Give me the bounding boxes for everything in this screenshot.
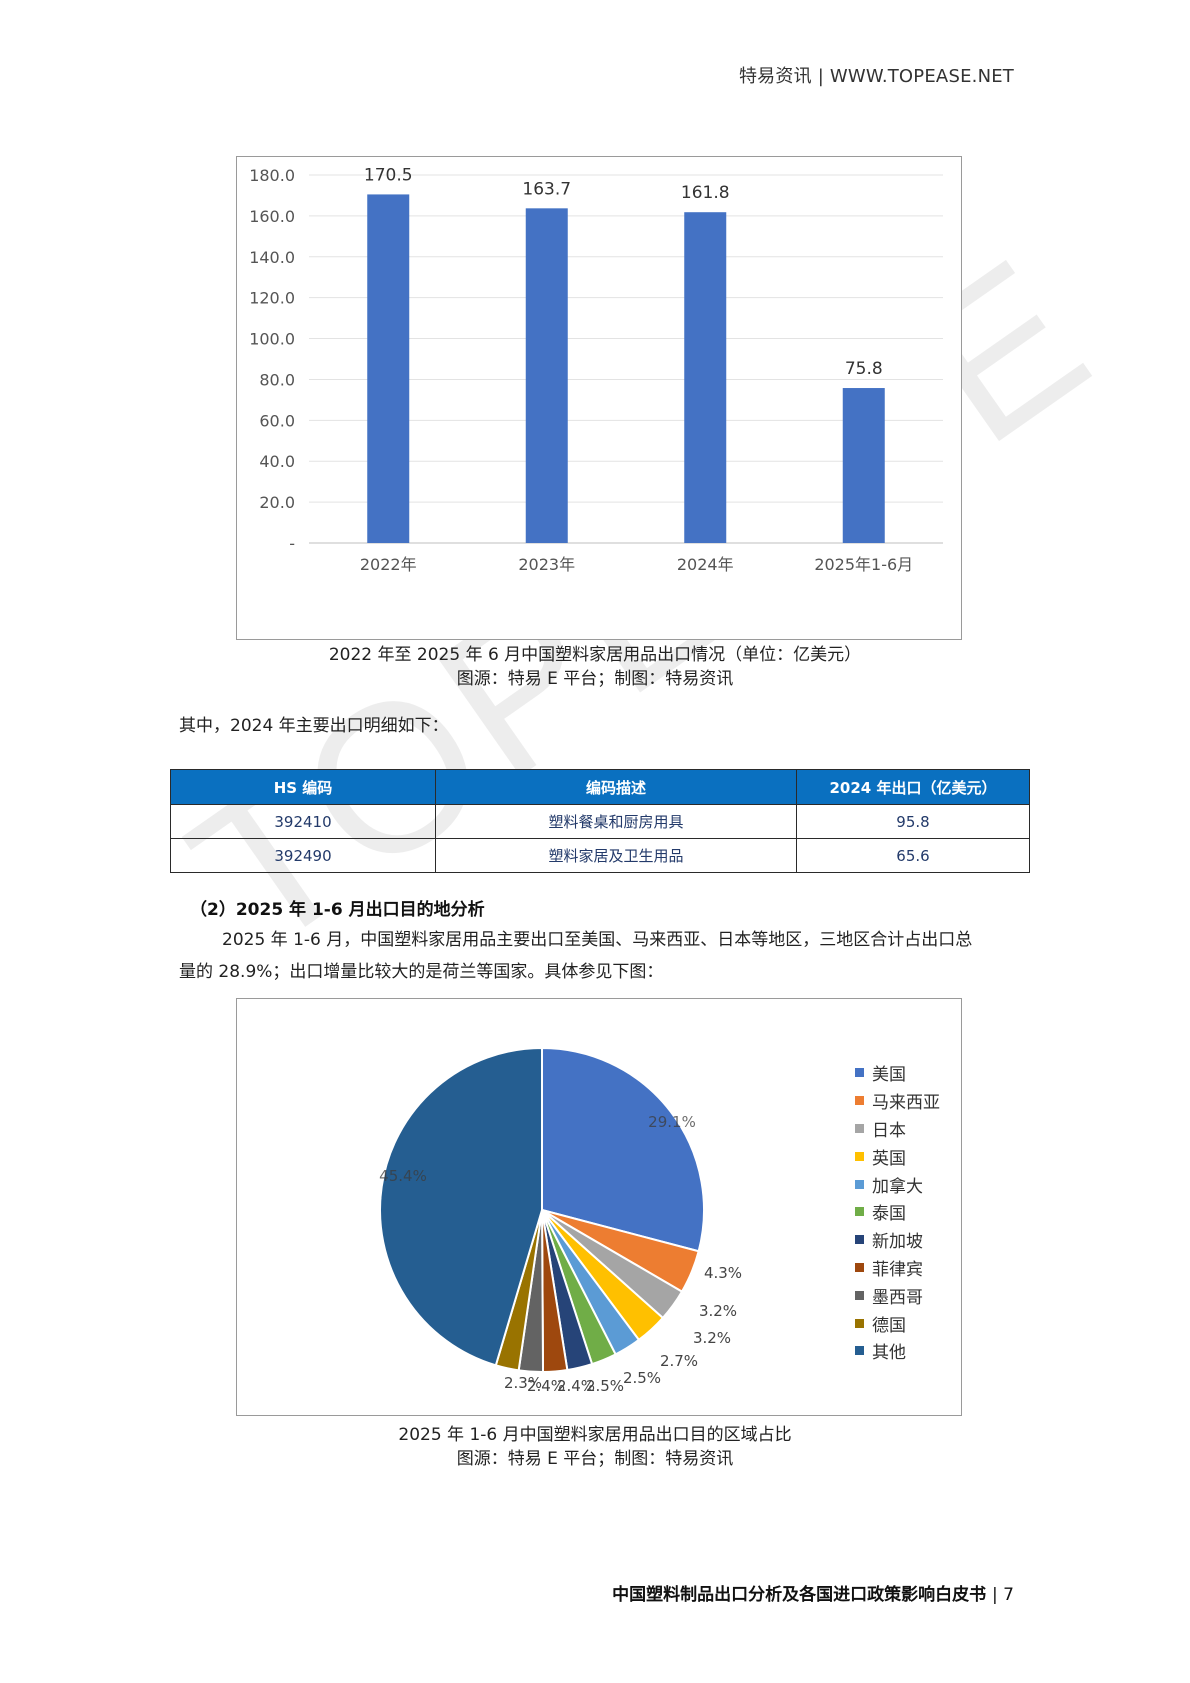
table-cell-description: 塑料家居及卫生用品 <box>435 838 797 873</box>
legend-label: 菲律宾 <box>872 1259 923 1280</box>
pie-data-label: 4.3% <box>704 1264 742 1282</box>
legend-item: 美国 <box>855 1059 940 1087</box>
legend-swatch <box>855 1207 864 1217</box>
x-category-label: 2023年 <box>518 555 575 574</box>
x-category-label: 2024年 <box>677 555 734 574</box>
legend-label: 泰国 <box>872 1204 906 1225</box>
y-tick-label: 120.0 <box>249 289 295 308</box>
legend-swatch <box>855 1346 864 1356</box>
legend-swatch <box>855 1235 864 1245</box>
table-cell-hs-code: 392490 <box>170 838 436 873</box>
page-footer: 中国塑料制品出口分析及各国进口政策影响白皮书 | 7 <box>612 1585 1014 1605</box>
legend-swatch <box>855 1068 864 1078</box>
legend-swatch <box>855 1151 864 1161</box>
section-title: （2）2025 年 1-6 月出口目的地分析 <box>190 900 485 920</box>
legend-label: 新加坡 <box>872 1232 923 1253</box>
pie-data-label: 2.5% <box>586 1377 624 1395</box>
bar-chart-svg: - 20.0 40.0 60.0 80.0 100.0 120.0 140.0 160.0 180… <box>249 165 943 574</box>
y-tick-label: 20.0 <box>259 493 295 512</box>
pie-data-label: 2.4% <box>527 1377 565 1395</box>
bar-chart-caption-title: 2022 年至 2025 年 6 月中国塑料家居用品出口情况（单位：亿美元） <box>328 645 862 665</box>
legend-label: 加拿大 <box>872 1176 923 1197</box>
legend-item: 其他 <box>855 1337 940 1365</box>
table-row: 392490 塑料家居及卫生用品 65.6 <box>170 838 1030 873</box>
table-header-row: HS 编码 编码描述 2024 年出口（亿美元） <box>170 769 1030 805</box>
pie-chart: 29.1% 4.3% 3.2% 3.2% 2.7% 2.5% 2.5% 2.4% 2.4% 2.3… <box>236 998 962 1416</box>
pie-chart-caption-title: 2025 年 1-6 月中国塑料家居用品出口目的区域占比 <box>398 1425 792 1445</box>
legend-swatch <box>855 1290 864 1300</box>
legend-swatch <box>855 1123 864 1133</box>
legend-label: 墨西哥 <box>872 1287 923 1308</box>
pie-data-label: 2.7% <box>660 1352 698 1370</box>
y-tick-label: 40.0 <box>259 452 295 471</box>
legend-swatch <box>855 1179 864 1189</box>
legend-label: 其他 <box>872 1343 906 1364</box>
legend-swatch <box>855 1262 864 1272</box>
legend-item: 马来西亚 <box>855 1087 940 1115</box>
bar-value-label: 75.8 <box>845 359 883 379</box>
y-tick-label: 100.0 <box>249 330 295 349</box>
table-header-export-value: 2024 年出口（亿美元） <box>796 769 1030 805</box>
pie-chart-caption-source: 图源：特易 E 平台；制图：特易资讯 <box>456 1449 734 1469</box>
y-tick-label: 80.0 <box>259 370 295 389</box>
legend-label: 德国 <box>872 1315 906 1336</box>
legend-item: 泰国 <box>855 1198 940 1226</box>
table-cell-hs-code: 392410 <box>170 804 436 839</box>
hs-export-table: HS 编码 编码描述 2024 年出口（亿美元） 392410 塑料餐桌和厨房用… <box>170 769 1030 873</box>
pie-data-label: 3.2% <box>699 1302 737 1320</box>
section-paragraph-line2: 量的 28.9%；出口增量比较大的是荷兰等国家。具体参见下图： <box>179 962 664 982</box>
table-intro: 其中，2024 年主要出口明细如下： <box>179 716 449 736</box>
pie-data-label: 2.4% <box>557 1377 595 1395</box>
pie-slice <box>379 1046 543 1367</box>
bar <box>367 194 410 543</box>
table-header-hs-code: HS 编码 <box>170 769 436 805</box>
y-tick-label: - <box>289 534 295 553</box>
legend-item: 日本 <box>855 1115 940 1143</box>
pie-data-label: 2.3% <box>504 1374 542 1392</box>
legend-label: 美国 <box>872 1065 906 1086</box>
bar-chart: - 20.0 40.0 60.0 80.0 100.0 120.0 140.0 160.0 180… <box>236 156 962 640</box>
bar-chart-caption-source: 图源：特易 E 平台；制图：特易资讯 <box>456 669 734 689</box>
legend-label: 马来西亚 <box>872 1093 940 1114</box>
page-number: 7 <box>1003 1585 1014 1605</box>
pie-chart-svg: 29.1%4.3%3.2%3.2%2.7%2.5%2.5%2.4%2.4%2.3… <box>379 1046 742 1395</box>
bar-value-label: 170.5 <box>364 165 413 185</box>
bar-value-label: 163.7 <box>522 179 571 199</box>
x-category-label: 2025年1-6月 <box>814 555 913 574</box>
legend-item: 加拿大 <box>855 1170 940 1198</box>
pie-data-label: 29.1% <box>648 1113 696 1131</box>
pie-legend: 美国马来西亚日本英国加拿大泰国新加坡菲律宾墨西哥德国其他 <box>855 1059 940 1365</box>
table-cell-export-value: 95.8 <box>796 804 1030 839</box>
table-cell-description: 塑料餐桌和厨房用具 <box>435 804 797 839</box>
pie-data-label: 2.5% <box>623 1369 661 1387</box>
pie-slice <box>541 1046 705 1253</box>
legend-item: 德国 <box>855 1309 940 1337</box>
legend-item: 菲律宾 <box>855 1254 940 1282</box>
pie-data-label: 45.4% <box>379 1167 427 1185</box>
table-cell-export-value: 65.6 <box>796 838 1030 873</box>
legend-item: 新加坡 <box>855 1226 940 1254</box>
legend-swatch <box>855 1096 864 1106</box>
footer-title: 中国塑料制品出口分析及各国进口政策影响白皮书 <box>612 1585 987 1605</box>
x-category-label: 2022年 <box>360 555 417 574</box>
legend-item: 墨西哥 <box>855 1281 940 1309</box>
legend-label: 日本 <box>872 1120 906 1141</box>
bar <box>684 212 727 543</box>
pie-data-label: 3.2% <box>693 1329 731 1347</box>
table-header-description: 编码描述 <box>435 769 797 805</box>
page-header: 特易资讯 | WWW.TOPEASE.NET <box>738 66 1014 87</box>
legend-swatch <box>855 1318 864 1328</box>
section-paragraph-line1: 2025 年 1-6 月，中国塑料家居用品主要出口至美国、马来西亚、日本等地区，… <box>222 930 973 950</box>
legend-label: 英国 <box>872 1148 906 1169</box>
legend-item: 英国 <box>855 1142 940 1170</box>
table-row: 392410 塑料餐桌和厨房用具 95.8 <box>170 804 1030 839</box>
bar-value-label: 161.8 <box>681 183 730 203</box>
y-tick-label: 60.0 <box>259 411 295 430</box>
y-tick-label: 160.0 <box>249 207 295 226</box>
y-tick-label: 140.0 <box>249 248 295 267</box>
bar <box>842 388 885 543</box>
bar <box>525 208 568 543</box>
y-tick-label: 180.0 <box>249 166 295 185</box>
